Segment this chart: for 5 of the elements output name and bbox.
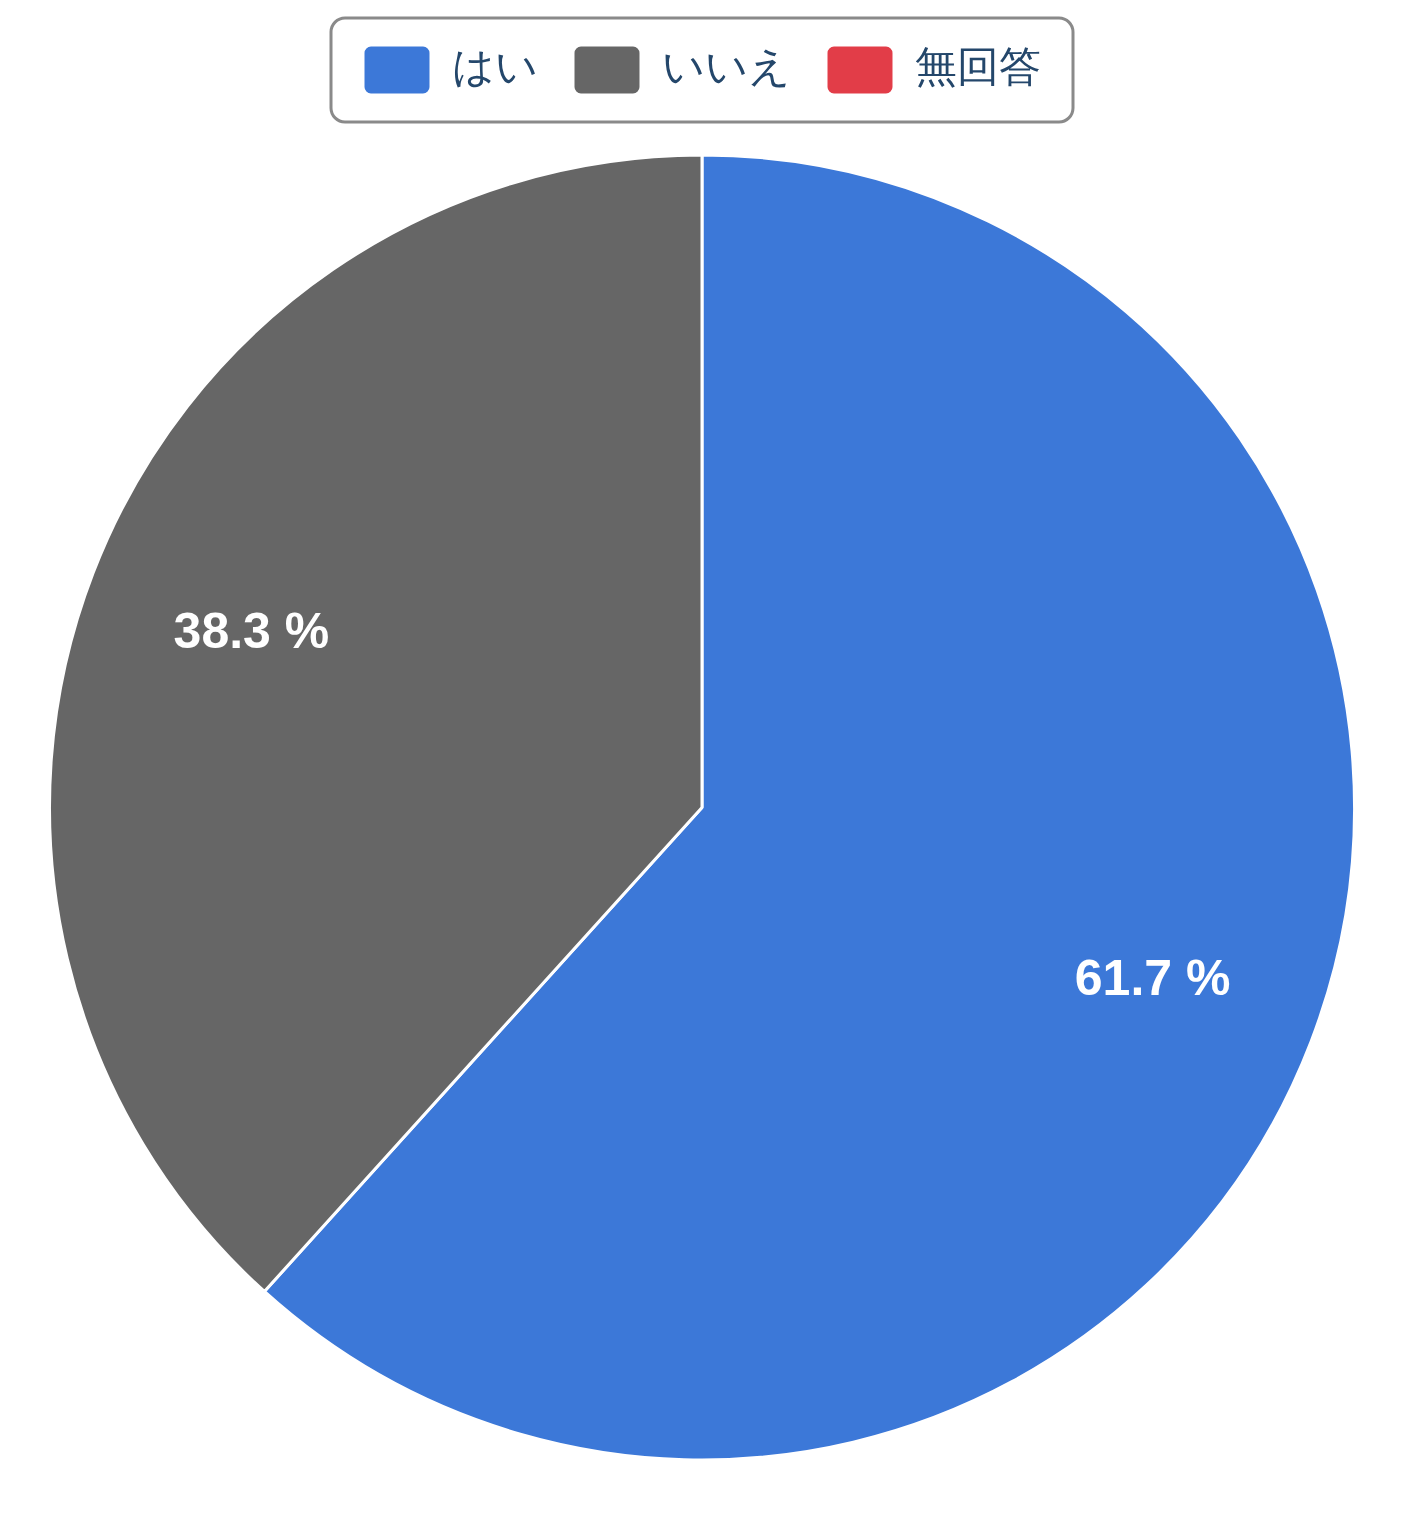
data-label: 38.3 % xyxy=(173,602,330,659)
data-label: 61.7 % xyxy=(1074,949,1231,1006)
legend-label: はい xyxy=(452,41,538,91)
legend-label: いいえ xyxy=(662,41,791,91)
legend-label: 無回答 xyxy=(915,41,1041,91)
